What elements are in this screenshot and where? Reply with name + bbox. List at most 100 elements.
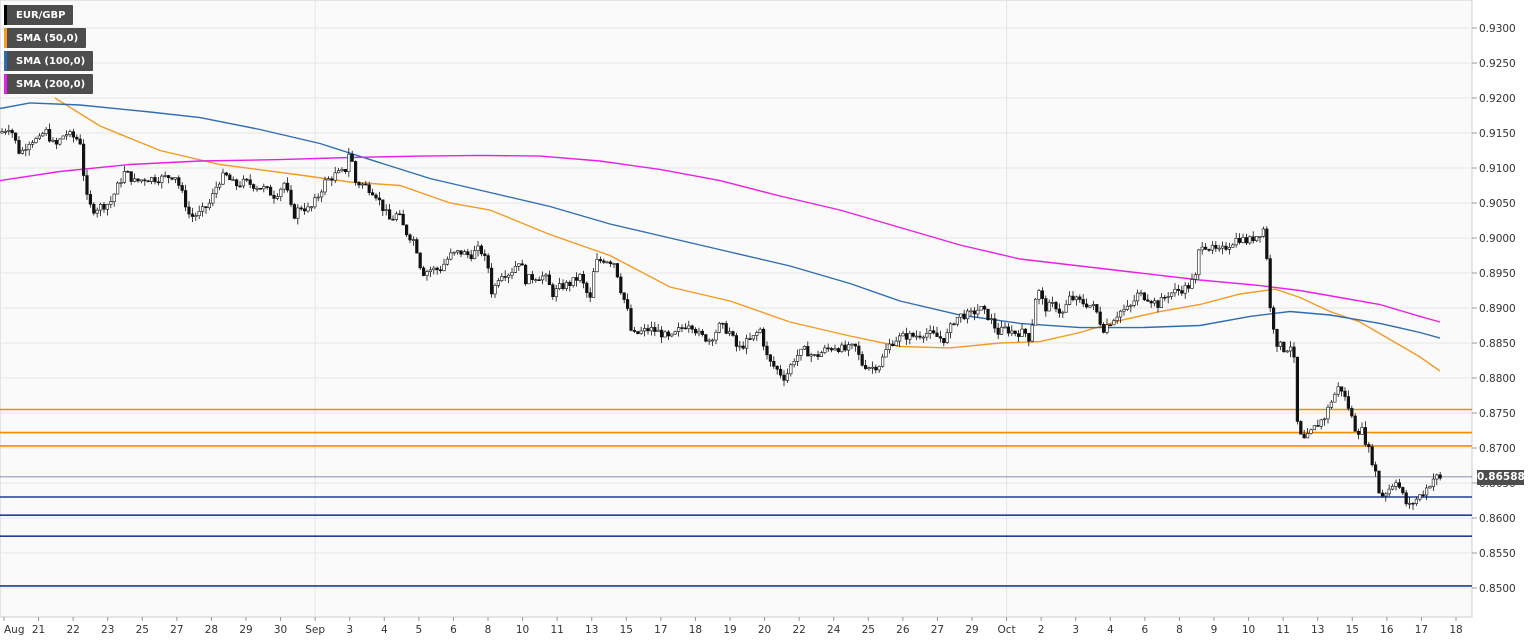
candle-body <box>904 333 908 340</box>
candle-body <box>534 279 538 281</box>
candle-body <box>789 364 793 375</box>
candle-body <box>1387 488 1391 495</box>
candle-body <box>418 252 422 269</box>
candle-body <box>398 213 402 216</box>
candle-body <box>802 346 806 350</box>
candle-body <box>1248 236 1252 244</box>
x-tick-label: 9 <box>1211 624 1218 636</box>
candle-body <box>252 184 256 189</box>
candle-body <box>1204 246 1208 250</box>
candle-body <box>1224 245 1228 250</box>
candle-body <box>245 178 249 181</box>
candle-body <box>700 330 704 335</box>
y-tick-label: 0.9150 <box>1479 128 1516 140</box>
x-tick-label: 18 <box>1449 624 1462 636</box>
candle-body <box>282 182 286 190</box>
candle-body <box>109 201 113 205</box>
candle-body <box>704 334 708 342</box>
candle-body <box>530 274 534 281</box>
legend-item[interactable]: EUR/GBP <box>4 5 74 25</box>
candle-body <box>863 365 868 369</box>
candle-body <box>976 309 980 315</box>
candle-body <box>993 318 997 329</box>
candle-body <box>500 276 504 281</box>
candle-body <box>1176 288 1180 291</box>
candle-body <box>1302 433 1306 439</box>
candle-body <box>1217 247 1221 250</box>
candle-body <box>1187 285 1191 289</box>
candle-body <box>58 138 62 145</box>
candle-body <box>772 360 776 367</box>
candle-body <box>496 280 501 286</box>
candle-body <box>693 328 698 334</box>
candle-body <box>636 331 640 334</box>
candle-body <box>1431 478 1435 487</box>
candle-body <box>0 131 4 134</box>
candle-body <box>1278 341 1282 347</box>
candle-body <box>945 332 949 343</box>
candle-body <box>228 174 232 181</box>
candle-body <box>180 185 184 191</box>
candle-body <box>1098 311 1102 325</box>
legend-swatch <box>4 51 7 71</box>
candle-body <box>602 260 606 263</box>
candle-body <box>1190 279 1194 289</box>
candle-body <box>799 348 803 356</box>
x-tick-label: 3 <box>346 624 353 636</box>
candle-body <box>1112 320 1116 326</box>
candle-body <box>914 335 919 338</box>
candle-body <box>595 259 599 273</box>
candle-body <box>218 183 222 188</box>
candle-body <box>795 355 800 362</box>
candle-body <box>37 135 41 139</box>
candle-body <box>1401 487 1405 494</box>
grid <box>0 0 1472 617</box>
last-price-label: 0.86588 <box>1477 470 1525 485</box>
legend-item[interactable]: SMA (100,0) <box>4 51 94 71</box>
candle-body <box>1102 324 1106 333</box>
candle-body <box>1027 333 1031 342</box>
candle-body <box>1163 297 1167 299</box>
candle-body <box>99 203 103 211</box>
candle-body <box>1397 482 1401 488</box>
candle-body <box>1200 246 1204 251</box>
candle-body <box>1404 492 1408 505</box>
candle-body <box>1071 295 1075 301</box>
x-tick-label: 13 <box>1311 624 1324 636</box>
candle-body <box>1408 502 1412 505</box>
candle-body <box>1282 341 1286 352</box>
y-tick-label: 0.8600 <box>1479 513 1516 525</box>
candle-body <box>357 182 361 186</box>
x-tick-label: 10 <box>516 624 529 636</box>
candle-body <box>554 288 558 297</box>
candle-body <box>30 142 35 145</box>
candle-body <box>421 267 426 276</box>
legend-item[interactable]: SMA (200,0) <box>4 74 94 94</box>
candle-body <box>578 274 582 281</box>
candle-body <box>207 202 212 209</box>
candle-body <box>445 258 450 265</box>
candle-body <box>24 149 28 151</box>
x-tick-label: 17 <box>654 624 667 636</box>
candle-body <box>1091 304 1095 306</box>
candle-body <box>1391 485 1395 490</box>
candle-body <box>853 343 857 347</box>
candle-body <box>404 224 409 236</box>
candle-body <box>666 331 670 337</box>
x-tick-label: Aug <box>4 624 25 636</box>
x-tick-label: 8 <box>1176 624 1183 636</box>
legend-item[interactable]: SMA (50,0) <box>4 28 87 48</box>
candle-body <box>122 171 126 183</box>
candle-body <box>343 168 348 172</box>
candle-body <box>364 183 368 186</box>
candle-body <box>88 194 92 205</box>
candle-body <box>850 343 854 346</box>
candle-body <box>1221 245 1225 249</box>
candle-body <box>897 335 902 342</box>
candle-body <box>336 170 341 174</box>
candle-body <box>948 323 953 333</box>
candle-body <box>840 344 844 352</box>
candle-body <box>1054 302 1058 310</box>
sma-line <box>0 102 1441 339</box>
